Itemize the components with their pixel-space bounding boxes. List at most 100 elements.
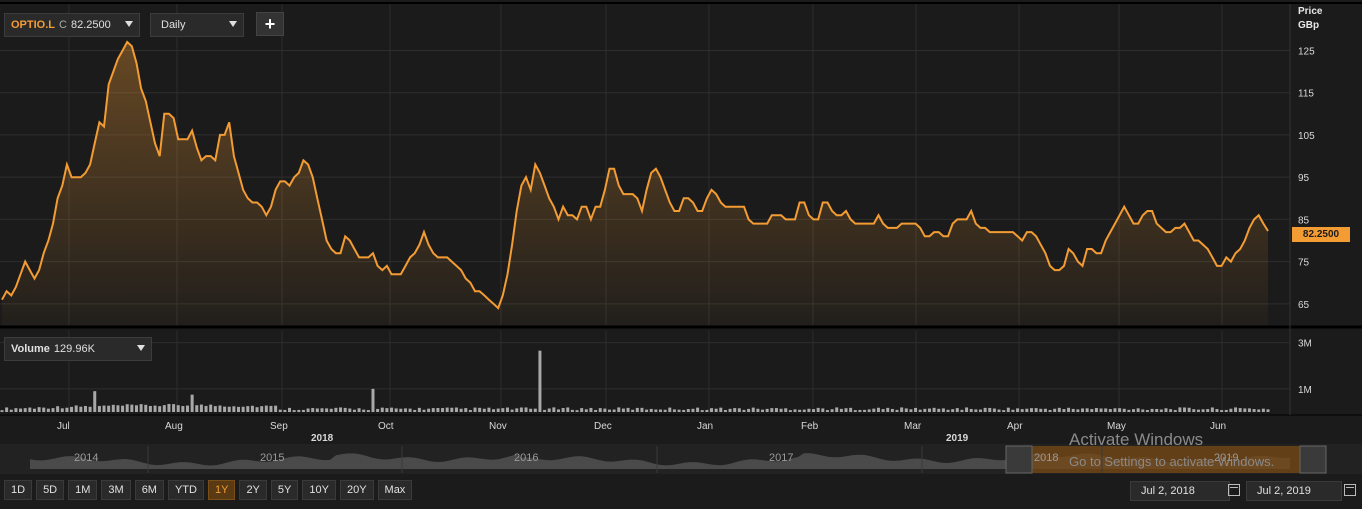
calendar-icon[interactable]: [1228, 484, 1240, 496]
volume-bar: [552, 407, 556, 412]
volume-bar: [923, 408, 927, 412]
volume-bar: [937, 408, 941, 412]
volume-bar: [278, 409, 282, 412]
volume-bar: [538, 350, 542, 412]
volume-bar: [835, 407, 839, 412]
month-label: Mar: [904, 421, 922, 432]
range-button-6m[interactable]: 6M: [134, 480, 164, 500]
volume-bar: [223, 406, 227, 412]
volume-bar: [1011, 409, 1015, 412]
range-button-1y[interactable]: 1Y: [207, 480, 236, 500]
volume-bar: [255, 407, 259, 412]
range-button-5y[interactable]: 5Y: [270, 480, 299, 500]
volume-bar: [965, 407, 969, 412]
volume-bar: [1238, 408, 1242, 412]
volume-selector[interactable]: Volume 129.96K: [4, 337, 152, 361]
date-to-field[interactable]: Jul 2, 2019: [1246, 481, 1342, 501]
volume-bar: [343, 407, 347, 412]
volume-bar: [496, 408, 500, 412]
volume-bar: [1173, 410, 1177, 412]
range-button-5d[interactable]: 5D: [36, 480, 65, 500]
calendar-icon[interactable]: [1344, 484, 1356, 496]
volume-bar: [807, 408, 811, 412]
range-button-max[interactable]: Max: [377, 480, 413, 500]
volume-bar: [23, 408, 27, 412]
volume-bar: [357, 408, 361, 412]
navigator-handle[interactable]: [1299, 445, 1327, 474]
range-button-1m[interactable]: 1M: [68, 480, 98, 500]
volume-bar: [195, 405, 199, 412]
volume-bar: [988, 407, 992, 412]
volume-bar: [366, 410, 370, 412]
volume-bar: [464, 408, 468, 412]
volume-bar: [524, 407, 528, 412]
volume-bar: [325, 408, 329, 412]
last-price-badge: 82.2500: [1292, 227, 1350, 242]
volume-bar: [371, 388, 375, 412]
range-button-3m[interactable]: 3M: [101, 480, 131, 500]
add-indicator-button[interactable]: +: [256, 12, 284, 36]
volume-bar: [9, 409, 13, 412]
volume-bar: [454, 407, 458, 412]
volume-bar: [1257, 409, 1261, 412]
volume-bar: [997, 409, 1001, 412]
range-button-2y[interactable]: 2Y: [239, 480, 267, 500]
price-tick-label: 125: [1298, 46, 1315, 57]
volume-bar: [821, 408, 825, 412]
price-tick-label: 85: [1298, 215, 1310, 226]
date-from-field[interactable]: Jul 2, 2018: [1130, 481, 1230, 501]
volume-bar: [621, 408, 625, 412]
volume-bar: [1224, 409, 1228, 412]
volume-bar: [427, 408, 431, 412]
activate-windows-subtitle: Go to Settings to activate Windows.: [1069, 454, 1275, 469]
volume-bar: [1210, 407, 1214, 412]
volume-bar: [533, 408, 537, 412]
volume-bar: [185, 405, 189, 412]
volume-bar: [176, 405, 180, 412]
volume-bar: [529, 408, 533, 412]
volume-bar: [492, 409, 496, 412]
volume-bar: [121, 405, 125, 412]
volume-bar: [1141, 409, 1145, 412]
volume-bar: [413, 409, 417, 412]
volume-bar: [1006, 407, 1010, 412]
range-button-1d[interactable]: 1D: [4, 480, 33, 500]
volume-tick-label: 1M: [1298, 385, 1312, 396]
volume-bar: [213, 406, 217, 412]
volume-bar: [1220, 410, 1224, 412]
range-button-ytd[interactable]: YTD: [167, 480, 204, 500]
price-axis-unit: GBp: [1298, 20, 1320, 31]
volume-bar: [556, 409, 560, 412]
volume-bar: [246, 406, 250, 412]
month-label: Dec: [594, 421, 612, 432]
volume-bar: [204, 405, 208, 412]
volume-bar: [631, 409, 635, 412]
volume-bar: [1201, 409, 1205, 412]
volume-bar: [904, 408, 908, 412]
symbol-selector[interactable]: OPTIO.L C 82.2500: [4, 13, 140, 37]
volume-bar: [1053, 408, 1057, 412]
range-button-10y[interactable]: 10Y: [302, 480, 336, 500]
navigator-selection: [1010, 446, 1310, 473]
navigator-handle[interactable]: [1005, 445, 1033, 474]
interval-dropdown[interactable]: Daily: [150, 13, 244, 37]
volume-bar: [441, 408, 445, 412]
volume-bar: [765, 408, 769, 412]
volume-bar: [793, 409, 797, 412]
range-button-20y[interactable]: 20Y: [339, 480, 374, 500]
volume-bar: [584, 409, 588, 412]
volume-tick-label: 3M: [1298, 339, 1312, 350]
volume-bar: [274, 405, 278, 412]
volume-bar: [1196, 409, 1200, 412]
volume-bar: [510, 409, 514, 412]
volume-bar: [88, 406, 92, 412]
volume-bar: [1159, 409, 1163, 412]
month-label: May: [1107, 421, 1126, 432]
volume-bar: [297, 409, 301, 412]
activate-windows-title: Activate Windows: [1069, 430, 1204, 449]
volume-bar: [60, 408, 64, 412]
volume-bar: [1020, 409, 1024, 412]
volume-bar: [172, 404, 176, 412]
navigator-year-label: 2017: [769, 452, 793, 464]
